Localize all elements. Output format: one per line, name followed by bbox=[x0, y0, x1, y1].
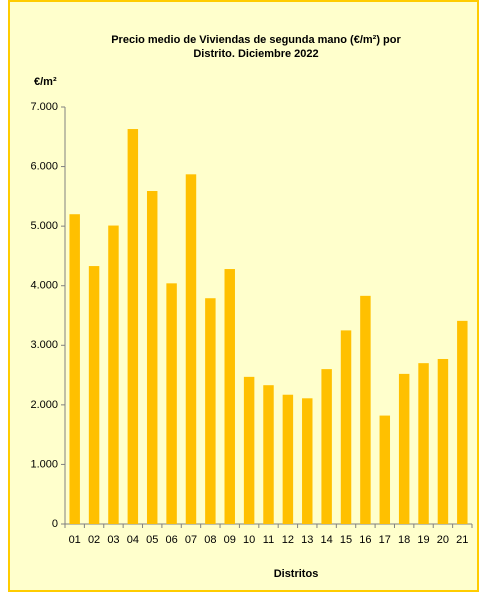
bar bbox=[340, 330, 352, 524]
bar bbox=[205, 298, 216, 524]
y-tick-label: 4.000 bbox=[30, 280, 58, 292]
x-tick-label: 08 bbox=[204, 534, 216, 546]
x-tick-label: 05 bbox=[146, 534, 158, 546]
bar bbox=[263, 385, 274, 524]
x-tick-label: 20 bbox=[437, 534, 449, 546]
x-tick-label: 09 bbox=[224, 534, 236, 546]
x-tick-label: 13 bbox=[301, 534, 313, 546]
x-tick-label: 19 bbox=[417, 534, 429, 546]
bar bbox=[379, 415, 391, 524]
bar bbox=[69, 214, 80, 524]
bar bbox=[166, 283, 177, 524]
y-tick-label: 1.000 bbox=[30, 458, 58, 470]
bar bbox=[224, 269, 235, 524]
bar bbox=[398, 373, 410, 524]
bar bbox=[302, 398, 313, 524]
y-tick-label: 7.000 bbox=[30, 101, 58, 113]
x-tick-label: 03 bbox=[107, 534, 119, 546]
x-tick-label: 02 bbox=[88, 534, 100, 546]
x-tick-label: 01 bbox=[69, 534, 81, 546]
x-tick-label: 11 bbox=[263, 534, 274, 546]
bar bbox=[146, 190, 158, 524]
x-tick-label: 12 bbox=[282, 534, 294, 546]
bar bbox=[108, 225, 119, 524]
y-tick-label: 5.000 bbox=[30, 220, 58, 232]
bar bbox=[360, 295, 371, 524]
bar bbox=[127, 129, 139, 524]
y-tick-label: 6.000 bbox=[30, 160, 58, 172]
x-tick-label: 15 bbox=[340, 534, 352, 546]
y-tick-label: 3.000 bbox=[30, 339, 58, 351]
x-tick-label: 21 bbox=[456, 534, 468, 546]
y-tick-label: 0 bbox=[52, 518, 58, 530]
x-tick-label: 07 bbox=[185, 534, 197, 546]
bar bbox=[243, 376, 255, 524]
x-axis-title: Distritos bbox=[274, 568, 319, 580]
x-tick-label: 17 bbox=[379, 534, 391, 546]
bar bbox=[282, 394, 294, 524]
chart-title: Precio medio de Viviendas de segunda man… bbox=[111, 34, 401, 46]
x-tick-label: 14 bbox=[321, 534, 333, 546]
bar bbox=[321, 369, 332, 524]
x-tick-label: 16 bbox=[359, 534, 371, 546]
x-tick-label: 10 bbox=[243, 534, 255, 546]
x-tick-label: 04 bbox=[127, 534, 139, 546]
x-tick-label: 06 bbox=[165, 534, 177, 546]
chart-title: Distrito. Diciembre 2022 bbox=[193, 48, 318, 60]
x-tick-label: 18 bbox=[398, 534, 410, 546]
y-axis-title: €/m² bbox=[34, 76, 57, 88]
bar bbox=[457, 320, 468, 524]
bar bbox=[418, 363, 429, 524]
y-tick-label: 2.000 bbox=[30, 399, 58, 411]
bar bbox=[437, 358, 449, 524]
bar bbox=[88, 266, 100, 524]
bar bbox=[185, 174, 197, 524]
